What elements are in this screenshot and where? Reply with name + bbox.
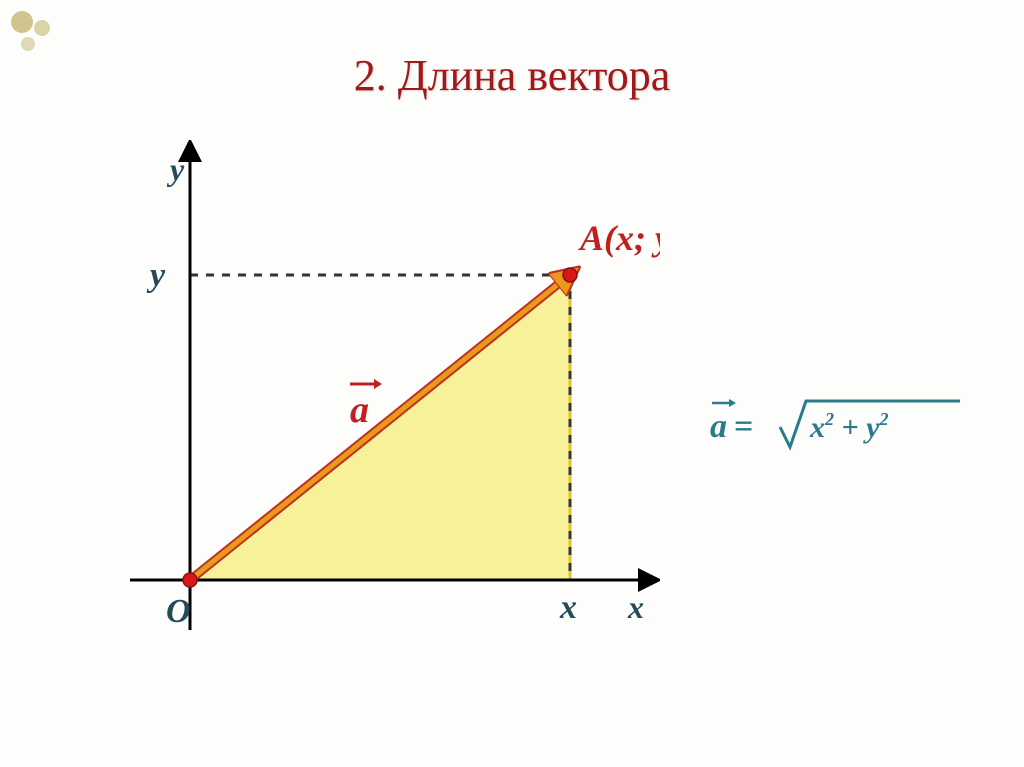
- slide-title: 2. Длина вектора: [0, 50, 1024, 101]
- svg-text:x2 + y2: x2 + y2: [809, 409, 888, 444]
- point-a-label: A(x; y): [578, 218, 660, 258]
- y-proj-label: y: [146, 257, 166, 294]
- vector-label: a: [350, 389, 369, 431]
- x-proj-label: x: [559, 589, 577, 626]
- vector-label-group: a: [350, 379, 382, 431]
- magnitude-formula: a = x2 + y2: [710, 395, 1010, 474]
- svg-text:=: =: [734, 408, 753, 445]
- svg-text:a: a: [710, 408, 727, 445]
- origin-point: [183, 573, 197, 587]
- y-axis-label: y: [166, 151, 185, 187]
- point-a: [563, 268, 577, 282]
- origin-label: O: [166, 593, 191, 630]
- vector-diagram: y x O y x A(x; y) a: [100, 140, 660, 660]
- x-axis-label: x: [627, 589, 644, 625]
